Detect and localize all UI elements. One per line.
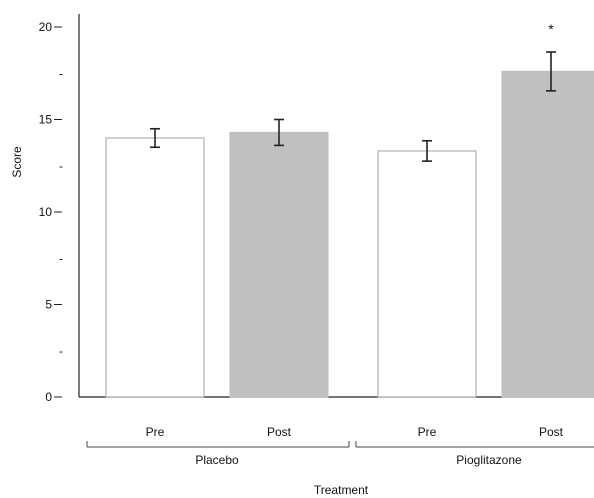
y-minor-tick: - — [59, 66, 63, 80]
y-tick-label: 10 — [39, 205, 53, 219]
bar — [229, 131, 329, 398]
y-minor-tick: - — [59, 159, 63, 173]
y-axis-label: Score — [10, 146, 24, 178]
y-minor-tick: - — [59, 344, 63, 358]
y-tick-label: 0 — [45, 390, 52, 404]
bar — [105, 137, 205, 398]
y-minor-tick: - — [59, 251, 63, 265]
x-tick-label: Post — [539, 425, 564, 439]
x-tick-label: Post — [267, 425, 292, 439]
y-tick-label: 15 — [39, 113, 53, 127]
chart-bars — [105, 51, 594, 398]
y-tick-label: 20 — [39, 20, 53, 34]
group-label: Pioglitazone — [456, 453, 522, 467]
x-axis-label: Treatment — [314, 483, 369, 497]
y-tick-label: 5 — [45, 298, 52, 312]
bar — [377, 150, 477, 398]
chart-labels: Pre Post Pre Post * Placebo Pioglitazone — [86, 21, 594, 467]
bar — [501, 70, 594, 398]
group-label: Placebo — [195, 453, 239, 467]
x-tick-label: Pre — [418, 425, 437, 439]
significance-marker: * — [548, 21, 554, 37]
x-tick-label: Pre — [146, 425, 165, 439]
